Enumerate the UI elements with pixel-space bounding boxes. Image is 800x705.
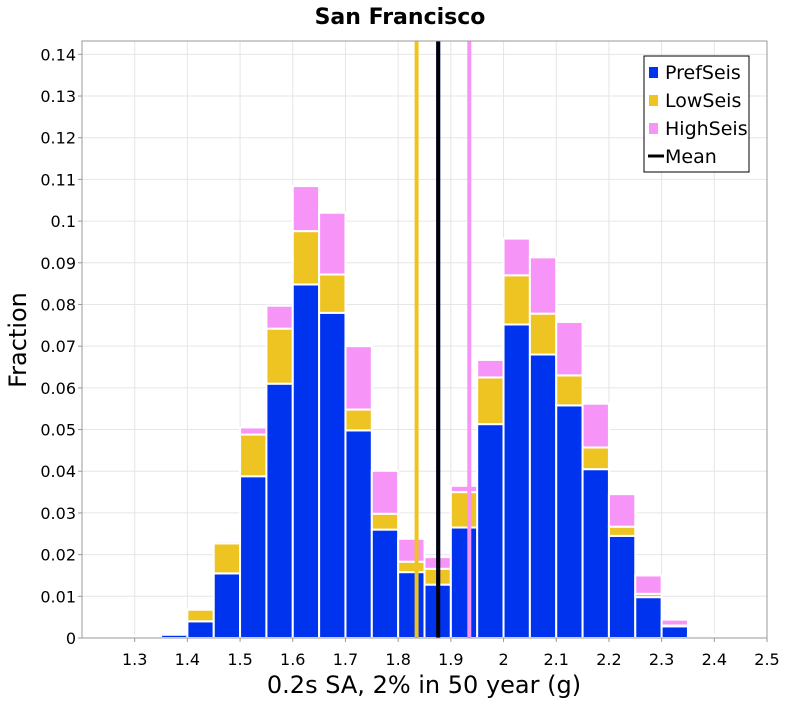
y-tick-label-11: 0.11 — [40, 170, 76, 189]
bar-lowseis-9 — [345, 410, 371, 431]
x-tick-label-2: 1.5 — [227, 650, 252, 669]
bar-lowseis-13 — [451, 492, 477, 527]
bar-highseis-15 — [504, 239, 530, 276]
stacked-bars — [108, 186, 740, 638]
bar-prefseis-4 — [214, 573, 240, 638]
y-tick-label-5: 0.05 — [40, 421, 76, 440]
bar-lowseis-3 — [187, 610, 213, 622]
x-tick-label-10: 2.3 — [649, 650, 674, 669]
bar-prefseis-15 — [504, 324, 530, 638]
bar-highseis-21 — [662, 620, 688, 626]
x-tick-label-4: 1.7 — [333, 650, 358, 669]
bar-lowseis-5 — [240, 435, 266, 477]
bar-highseis-4 — [214, 541, 240, 543]
bar-prefseis-21 — [662, 626, 688, 638]
bar-lowseis-11 — [398, 562, 424, 572]
chart-title: San Francisco — [315, 5, 486, 30]
bar-lowseis-19 — [609, 527, 635, 536]
bar-prefseis-20 — [635, 597, 661, 638]
bar-highseis-17 — [556, 322, 582, 375]
y-tick-label-6: 0.06 — [40, 379, 76, 398]
y-tick-label-9: 0.09 — [40, 254, 76, 273]
bar-lowseis-15 — [504, 275, 530, 324]
bar-prefseis-18 — [583, 469, 609, 638]
bar-lowseis-7 — [293, 231, 319, 284]
bar-highseis-6 — [266, 306, 292, 329]
x-tick-label-5: 1.8 — [385, 650, 410, 669]
bar-lowseis-14 — [477, 377, 503, 424]
y-tick-label-0: 0 — [66, 629, 76, 648]
legend-label-highseis: HighSeis — [665, 118, 748, 140]
bar-prefseis-14 — [477, 424, 503, 638]
bar-prefseis-7 — [293, 284, 319, 638]
bar-lowseis-17 — [556, 375, 582, 405]
legend-label-mean: Mean — [665, 146, 717, 168]
bar-highseis-14 — [477, 360, 503, 378]
bar-prefseis-19 — [609, 536, 635, 638]
bar-highseis-2 — [161, 631, 187, 632]
bar-prefseis-5 — [240, 476, 266, 638]
y-axis-label: Fraction — [4, 292, 32, 388]
bar-lowseis-6 — [266, 329, 292, 384]
bar-prefseis-11 — [398, 572, 424, 638]
bar-highseis-20 — [635, 575, 661, 593]
y-tick-label-8: 0.08 — [40, 295, 76, 314]
bar-highseis-9 — [345, 346, 371, 409]
y-tick-label-1: 0.01 — [40, 587, 76, 606]
legend-label-prefseis: PrefSeis — [665, 62, 741, 84]
y-tick-label-10: 0.1 — [51, 212, 76, 231]
x-tick-label-6: 1.9 — [438, 650, 463, 669]
bar-prefseis-10 — [372, 530, 398, 638]
x-tick-label-7: 2 — [498, 650, 508, 669]
x-axis: 1.3 1.4 1.5 1.6 1.7 1.8 1.9 2 2.1 2.2 2.3 2.4 2.5 — [122, 638, 780, 669]
y-tick-label-14: 0.14 — [40, 45, 76, 64]
bar-highseis-1 — [135, 636, 161, 637]
legend-label-lowseis: LowSeis — [665, 90, 741, 112]
x-tick-label-9: 2.2 — [596, 650, 621, 669]
x-tick-label-8: 2.1 — [544, 650, 569, 669]
y-tick-label-7: 0.07 — [40, 337, 76, 356]
legend: PrefSeis LowSeis HighSeis Mean — [644, 56, 749, 172]
bar-lowseis-16 — [530, 314, 556, 355]
y-tick-label-2: 0.02 — [40, 546, 76, 565]
bar-highseis-16 — [530, 257, 556, 313]
legend-swatch-lowseis — [649, 95, 658, 106]
bar-lowseis-4 — [214, 543, 240, 573]
bar-highseis-10 — [372, 471, 398, 514]
bar-prefseis-8 — [319, 313, 345, 638]
bar-prefseis-13 — [451, 528, 477, 638]
bar-prefseis-6 — [266, 384, 292, 638]
bar-prefseis-3 — [187, 621, 213, 638]
x-tick-label-0: 1.3 — [122, 650, 147, 669]
bar-lowseis-8 — [319, 274, 345, 312]
bar-highseis-18 — [583, 404, 609, 448]
y-axis: 0 0.01 0.02 0.03 0.04 0.05 0.06 0.07 0.08 0.09 0.1… — [40, 45, 82, 648]
bar-highseis-11 — [398, 539, 424, 562]
x-tick-label-12: 2.5 — [754, 650, 779, 669]
bar-prefseis-17 — [556, 405, 582, 638]
bar-highseis-13 — [451, 486, 477, 492]
x-axis-label: 0.2s SA, 2% in 50 year (g) — [267, 671, 581, 699]
bar-lowseis-18 — [583, 447, 609, 469]
legend-swatch-prefseis — [649, 67, 658, 78]
bar-prefseis-9 — [345, 430, 371, 638]
x-tick-label-11: 2.4 — [702, 650, 727, 669]
y-tick-label-4: 0.04 — [40, 462, 76, 481]
y-tick-label-12: 0.12 — [40, 129, 76, 148]
bar-highseis-19 — [609, 494, 635, 527]
legend-swatch-highseis — [649, 123, 658, 134]
x-tick-label-3: 1.6 — [280, 650, 305, 669]
bar-highseis-5 — [240, 427, 266, 434]
bar-highseis-8 — [319, 213, 345, 275]
bar-highseis-7 — [293, 186, 319, 231]
bar-prefseis-16 — [530, 355, 556, 638]
y-tick-label-3: 0.03 — [40, 504, 76, 523]
y-tick-label-13: 0.13 — [40, 87, 76, 106]
bar-lowseis-10 — [372, 514, 398, 530]
x-tick-label-1: 1.4 — [175, 650, 200, 669]
bar-highseis-22 — [688, 635, 714, 636]
